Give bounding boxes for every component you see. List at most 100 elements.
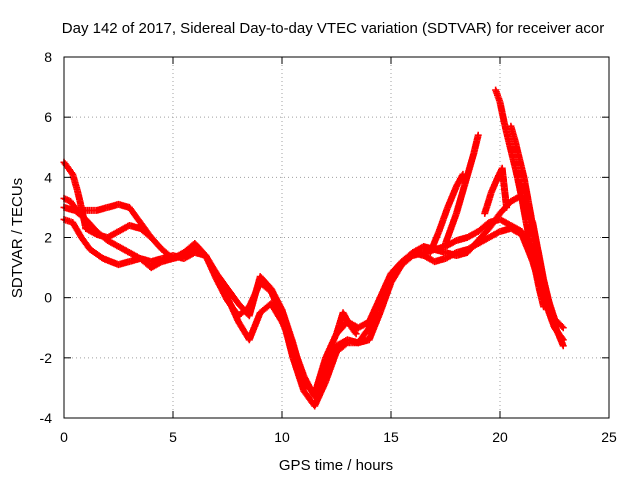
data-point-trail — [138, 226, 154, 240]
data-point-trail — [355, 325, 372, 345]
data-point-trail — [61, 160, 71, 171]
y-tick-label: 6 — [44, 109, 52, 125]
data-point-trail — [105, 228, 121, 241]
data-point — [503, 203, 511, 211]
data-point-trail — [311, 355, 329, 396]
y-tick-label: -4 — [40, 410, 53, 426]
data-points: satellite track 1satellite track 2satell… — [60, 86, 567, 410]
data-point-trail — [487, 228, 502, 241]
data-point-trail — [453, 172, 466, 189]
data-point-trail — [257, 274, 274, 291]
y-tick-label: 4 — [44, 169, 52, 185]
x-tick-label: 25 — [601, 429, 617, 445]
data-point-trail — [66, 166, 76, 177]
data-point-trail — [83, 225, 99, 238]
data-point-trail — [78, 235, 93, 252]
series-5: rising track B — [426, 170, 467, 257]
data-point — [352, 330, 360, 338]
data-point-trail — [388, 259, 405, 276]
data-point-trail — [116, 243, 132, 256]
data-point-trail — [498, 166, 510, 210]
data-point-trail — [322, 331, 340, 360]
data-point-trail — [322, 343, 340, 372]
chart-title: Day 142 of 2017, Sidereal Day-to-day VTE… — [62, 20, 604, 37]
data-point-trail — [356, 319, 372, 331]
y-axis-label: SDTVAR / TECUs — [9, 178, 26, 298]
data-point-trail — [127, 249, 143, 262]
data-point-trail — [501, 121, 512, 144]
data-point-trail — [443, 237, 459, 250]
data-point-trail — [498, 216, 513, 229]
data-point-trail — [268, 286, 285, 312]
x-tick-label: 5 — [169, 429, 177, 445]
data-point-trail — [427, 229, 442, 255]
series-11: short segment H — [333, 309, 360, 338]
data-point — [540, 303, 548, 311]
data-point-trail — [289, 340, 307, 384]
data-point-trail — [470, 133, 482, 156]
data-point-trail — [481, 190, 495, 216]
data-point-trail — [268, 301, 285, 324]
data-point-trail — [279, 307, 296, 345]
series-9: peak track F — [507, 122, 550, 296]
data-point-trail — [377, 271, 394, 300]
axis-ticks — [63, 56, 610, 419]
data-point-trail — [70, 220, 85, 240]
data-point-trail — [476, 234, 491, 247]
data-point-trail — [512, 139, 523, 162]
y-tick-label: 8 — [44, 49, 52, 65]
data-point-trail — [510, 157, 521, 180]
data-point — [559, 324, 567, 332]
data-point-trail — [465, 240, 481, 253]
data-point — [559, 336, 567, 344]
x-axis-label: GPS time / hours — [279, 457, 393, 474]
data-point-trail — [552, 325, 566, 342]
data-point-trail — [476, 220, 492, 234]
data-point-trail — [246, 274, 264, 318]
data-point — [559, 342, 567, 350]
data-point-trail — [149, 258, 164, 271]
data-point-trail — [246, 310, 264, 342]
y-tick-labels: -4 -2 0 2 4 6 8 — [40, 49, 53, 426]
data-point-trail — [171, 249, 186, 262]
data-point — [147, 234, 155, 241]
data-point-trail — [214, 271, 230, 291]
data-point-trail — [62, 195, 73, 205]
x-tick-label: 15 — [383, 429, 399, 445]
data-point-trail — [225, 286, 241, 306]
data-point-trail — [105, 237, 121, 250]
data-point-trail — [443, 249, 459, 262]
data-point-trail — [509, 225, 524, 238]
y-tick-label: 0 — [44, 290, 52, 306]
series-7: rising track D — [481, 164, 511, 217]
series-10: short segment G — [82, 221, 155, 241]
data-point — [542, 288, 550, 296]
x-tick-labels: 0 5 10 15 20 25 — [60, 429, 617, 445]
data-point-trail — [442, 211, 460, 246]
data-point-trail — [453, 181, 469, 216]
series-8: peak track E — [492, 86, 548, 311]
data-point-trail — [203, 253, 220, 276]
data-point-trail — [486, 211, 503, 231]
x-tick-label: 0 — [60, 429, 68, 445]
data-point-trail — [148, 235, 165, 252]
data-point-trail — [74, 187, 85, 210]
x-tick-label: 10 — [274, 429, 290, 445]
data-point-trail — [366, 310, 383, 342]
data-point-trail — [192, 241, 209, 258]
x-tick-label: 20 — [492, 429, 508, 445]
data-point-trail — [436, 205, 451, 234]
data-point-trail — [88, 247, 106, 262]
data-point-trail — [224, 295, 242, 324]
data-point — [474, 131, 482, 139]
y-tick-label: -2 — [40, 350, 53, 366]
series-6: rising track C — [442, 131, 482, 248]
data-point-trail — [347, 322, 359, 336]
data-point-trail — [126, 205, 143, 225]
y-tick-label: 2 — [44, 230, 52, 246]
data-point-trail — [465, 228, 481, 241]
data-point-trail — [311, 379, 329, 408]
